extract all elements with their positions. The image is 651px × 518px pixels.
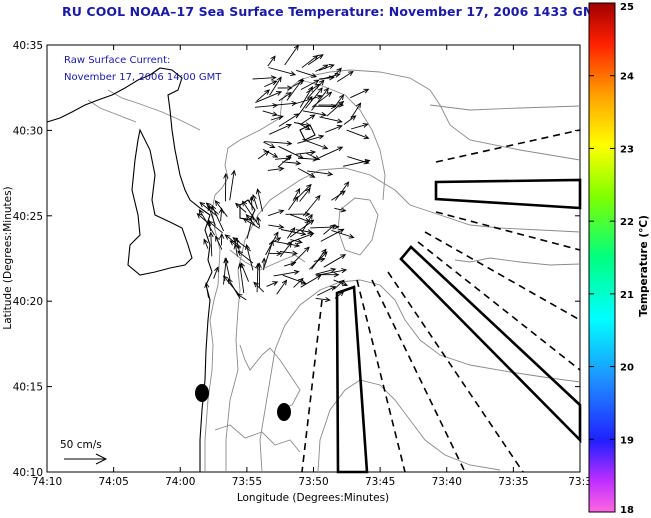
colorbar-tick-label: 22 bbox=[620, 217, 634, 228]
y-tick-label: 40:20 bbox=[13, 296, 43, 308]
colorbar bbox=[588, 2, 616, 513]
y-tick-label: 40:30 bbox=[13, 125, 43, 137]
x-ticks bbox=[46, 45, 581, 472]
x-tick-labels: 74:10 74:05 74:00 73:55 73:50 73:45 73:40 73:35… bbox=[32, 476, 592, 488]
range-rays bbox=[301, 129, 581, 473]
current-label: Raw Surface Current: bbox=[64, 55, 170, 66]
sst-dot-east bbox=[277, 403, 291, 421]
colorbar-tick-label: 18 bbox=[620, 505, 634, 516]
coastline bbox=[46, 67, 316, 472]
x-tick-label: 74:05 bbox=[98, 476, 128, 488]
colorbar-tick-label: 19 bbox=[620, 435, 634, 446]
colorbar-tick-label: 21 bbox=[620, 290, 634, 301]
colorbar-ticks: 25 24 23 22 21 20 19 18 bbox=[589, 2, 634, 516]
y-tick-label: 40:25 bbox=[13, 211, 43, 223]
x-tick-label: 74:10 bbox=[32, 476, 62, 488]
y-tick-labels: 40:35 40:30 40:25 40:20 40:15 40:10 bbox=[13, 40, 43, 479]
scale-arrow bbox=[64, 453, 108, 465]
surface-current-vectors bbox=[196, 44, 371, 303]
colorbar-tick-label: 23 bbox=[620, 144, 634, 155]
colorbar-label: Temperature (°C) bbox=[638, 215, 650, 317]
y-tick-label: 40:10 bbox=[13, 467, 43, 479]
sst-dot-west bbox=[195, 384, 209, 402]
scale-label: 50 cm/s bbox=[60, 439, 102, 451]
colorbar-tick-label: 25 bbox=[620, 2, 634, 13]
y-tick-label: 40:35 bbox=[13, 40, 43, 52]
y-axis-label: Latitude (Degrees:Minutes) bbox=[2, 186, 14, 329]
map-title: RU COOL NOAA–17 Sea Surface Temperature:… bbox=[62, 4, 605, 19]
bathymetry-contours bbox=[87, 69, 581, 473]
current-timestamp: November 17, 2006 14:00 GMT bbox=[64, 72, 222, 83]
y-tick-label: 40:15 bbox=[13, 382, 43, 394]
y-ticks bbox=[47, 44, 580, 473]
colorbar-tick-label: 20 bbox=[620, 363, 634, 374]
radar-boxes bbox=[335, 178, 582, 474]
x-tick-label: 73:55 bbox=[232, 476, 262, 488]
x-tick-label: 74:00 bbox=[165, 476, 195, 488]
x-tick-label: 73:3 bbox=[568, 476, 592, 488]
x-tick-label: 73:40 bbox=[432, 476, 462, 488]
x-axis-label: Longitude (Degrees:Minutes) bbox=[237, 492, 389, 504]
x-tick-label: 73:45 bbox=[365, 476, 395, 488]
x-tick-label: 73:35 bbox=[498, 476, 528, 488]
x-tick-label: 73:50 bbox=[298, 476, 328, 488]
colorbar-tick-label: 24 bbox=[620, 72, 634, 83]
